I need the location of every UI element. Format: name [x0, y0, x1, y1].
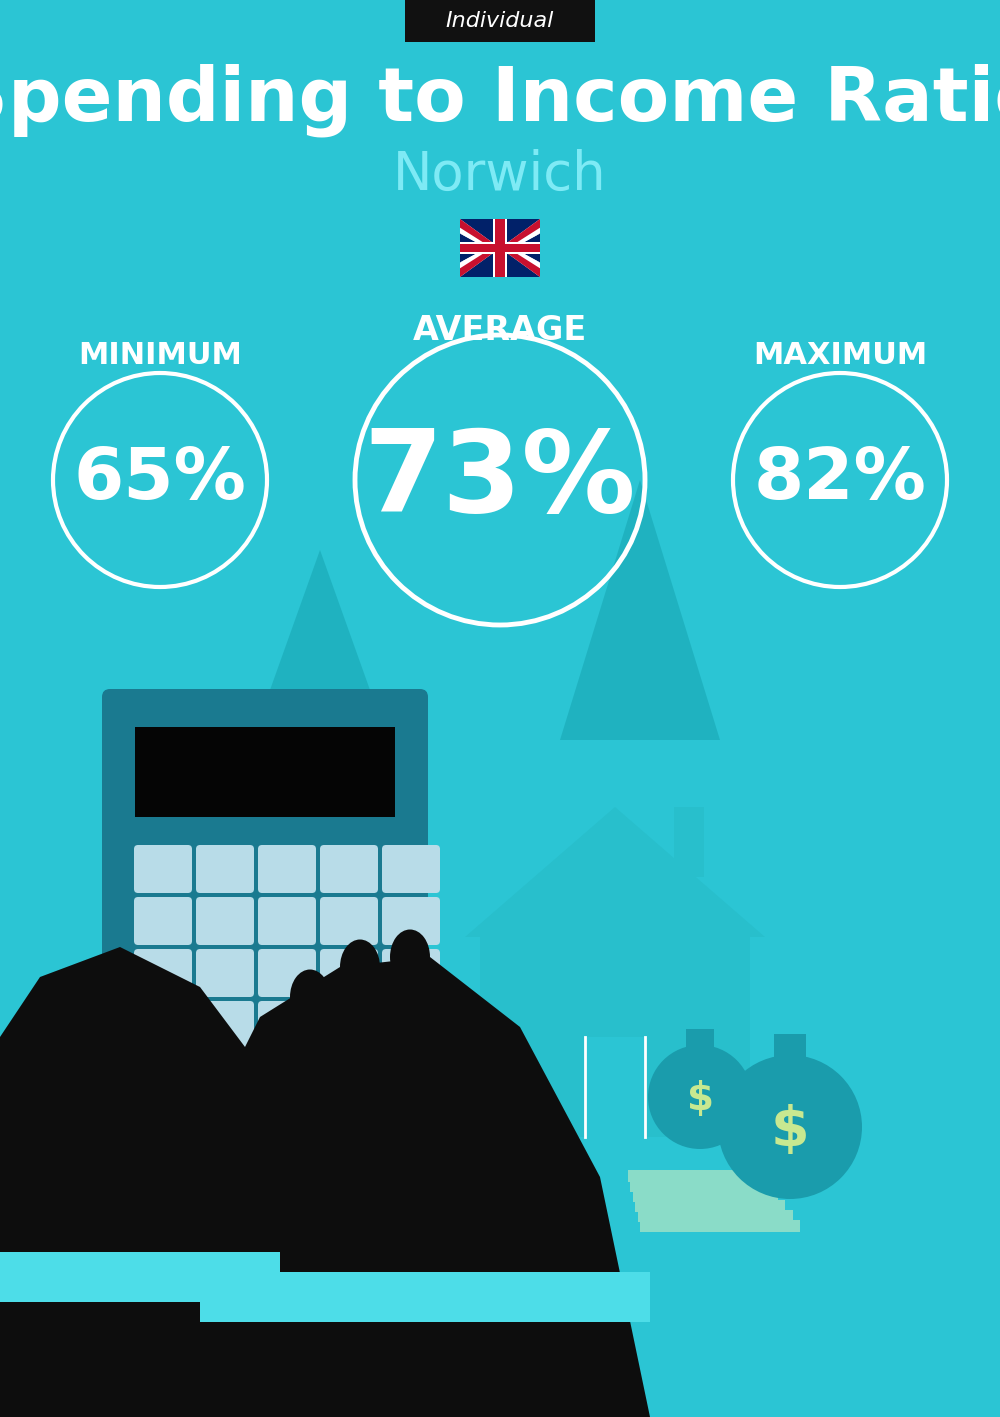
- FancyBboxPatch shape: [196, 845, 254, 893]
- FancyBboxPatch shape: [382, 897, 440, 945]
- FancyBboxPatch shape: [258, 845, 316, 893]
- Circle shape: [648, 1044, 752, 1149]
- FancyBboxPatch shape: [258, 949, 316, 998]
- Polygon shape: [465, 808, 765, 937]
- FancyBboxPatch shape: [382, 1000, 440, 1049]
- FancyBboxPatch shape: [686, 1029, 714, 1049]
- FancyBboxPatch shape: [134, 1000, 192, 1049]
- FancyBboxPatch shape: [382, 949, 440, 998]
- FancyBboxPatch shape: [320, 1000, 378, 1049]
- Polygon shape: [0, 1253, 280, 1302]
- Polygon shape: [200, 1272, 650, 1322]
- FancyBboxPatch shape: [495, 220, 505, 276]
- Circle shape: [718, 1056, 862, 1199]
- Polygon shape: [460, 248, 500, 276]
- Polygon shape: [500, 248, 540, 276]
- Text: 82%: 82%: [754, 445, 926, 514]
- Polygon shape: [460, 220, 500, 262]
- FancyBboxPatch shape: [134, 897, 192, 945]
- FancyBboxPatch shape: [460, 244, 540, 252]
- FancyBboxPatch shape: [460, 220, 540, 276]
- Polygon shape: [200, 956, 650, 1417]
- FancyBboxPatch shape: [320, 845, 378, 893]
- Polygon shape: [460, 234, 500, 276]
- FancyBboxPatch shape: [674, 808, 704, 877]
- Text: $: $: [771, 1104, 809, 1158]
- Ellipse shape: [390, 930, 430, 985]
- FancyBboxPatch shape: [134, 949, 192, 998]
- FancyBboxPatch shape: [135, 727, 395, 818]
- Ellipse shape: [290, 969, 330, 1024]
- FancyBboxPatch shape: [102, 689, 428, 1135]
- FancyBboxPatch shape: [640, 1220, 800, 1231]
- Text: 73%: 73%: [364, 425, 636, 536]
- Text: Spending to Income Ratio: Spending to Income Ratio: [0, 64, 1000, 137]
- Text: 65%: 65%: [74, 445, 246, 514]
- FancyBboxPatch shape: [134, 1053, 192, 1101]
- FancyBboxPatch shape: [196, 897, 254, 945]
- FancyBboxPatch shape: [320, 1053, 378, 1101]
- Text: MINIMUM: MINIMUM: [78, 340, 242, 370]
- FancyBboxPatch shape: [628, 1170, 763, 1182]
- FancyBboxPatch shape: [320, 949, 378, 998]
- Text: MAXIMUM: MAXIMUM: [753, 340, 927, 370]
- FancyBboxPatch shape: [493, 220, 507, 276]
- Polygon shape: [560, 480, 720, 740]
- FancyBboxPatch shape: [638, 1210, 793, 1221]
- FancyBboxPatch shape: [405, 0, 595, 43]
- FancyBboxPatch shape: [258, 897, 316, 945]
- FancyBboxPatch shape: [774, 1034, 806, 1058]
- Polygon shape: [500, 220, 540, 262]
- Ellipse shape: [340, 939, 380, 995]
- FancyBboxPatch shape: [196, 1053, 254, 1101]
- Polygon shape: [500, 234, 540, 276]
- Polygon shape: [270, 550, 370, 690]
- FancyBboxPatch shape: [460, 242, 540, 255]
- FancyBboxPatch shape: [258, 1000, 316, 1049]
- FancyBboxPatch shape: [480, 937, 750, 1136]
- FancyBboxPatch shape: [635, 1200, 785, 1212]
- Text: $: $: [686, 1080, 714, 1118]
- Text: Norwich: Norwich: [393, 149, 607, 201]
- FancyBboxPatch shape: [320, 897, 378, 945]
- FancyBboxPatch shape: [196, 949, 254, 998]
- FancyBboxPatch shape: [134, 845, 192, 893]
- FancyBboxPatch shape: [630, 1180, 770, 1192]
- FancyBboxPatch shape: [633, 1190, 778, 1202]
- FancyBboxPatch shape: [585, 1037, 645, 1136]
- Polygon shape: [460, 220, 500, 248]
- Polygon shape: [0, 947, 290, 1417]
- Text: Individual: Individual: [446, 11, 554, 31]
- FancyBboxPatch shape: [258, 1053, 316, 1101]
- Polygon shape: [500, 220, 540, 248]
- FancyBboxPatch shape: [196, 1000, 254, 1049]
- Text: AVERAGE: AVERAGE: [413, 313, 587, 347]
- FancyBboxPatch shape: [382, 845, 440, 893]
